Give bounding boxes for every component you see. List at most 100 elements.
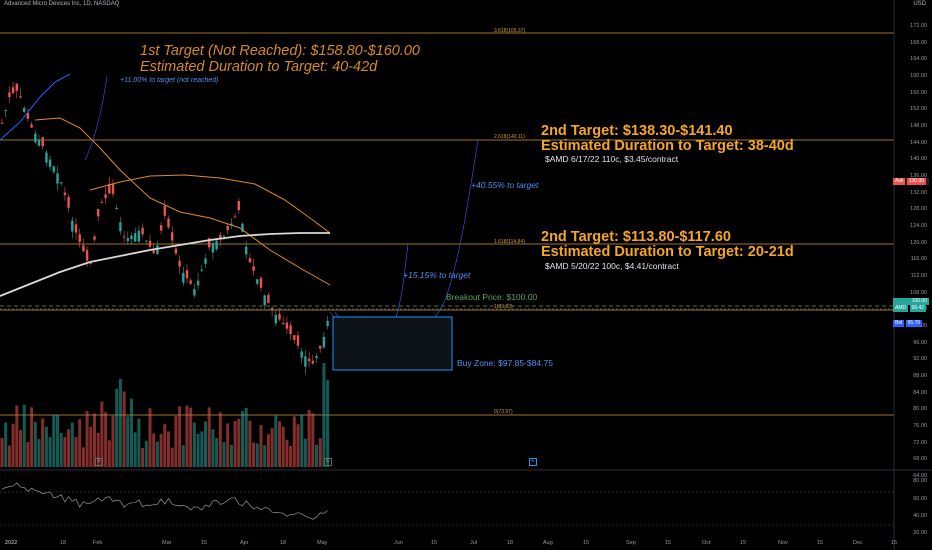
candle-body — [23, 108, 26, 112]
candle-body — [315, 356, 318, 358]
price-tick: 132.00 — [910, 189, 927, 196]
candle-body — [85, 250, 89, 261]
volume-bar — [244, 407, 248, 467]
volume-bar — [100, 401, 104, 467]
volume-bar — [281, 426, 285, 467]
candle-body — [56, 173, 59, 184]
candle-body — [63, 192, 67, 195]
volume-bar — [152, 433, 156, 467]
candle-body — [37, 140, 41, 146]
target1-duration: Estimated Duration to Target: 40-42d — [140, 59, 378, 75]
time-tick: Dec — [853, 540, 863, 546]
candle-body — [208, 238, 211, 248]
volume-bar — [33, 421, 37, 467]
candle-body — [285, 322, 289, 329]
volume-bar — [192, 422, 196, 467]
candle-body — [111, 183, 115, 194]
volume-bar — [215, 438, 219, 467]
price-tick: 144.00 — [910, 139, 927, 146]
candle-body — [200, 269, 203, 271]
candle-body — [82, 245, 85, 252]
target2a-duration: Estimated Duration to Target: 38-40d — [541, 138, 794, 154]
target2a-percent: +40.55% to target — [471, 180, 539, 190]
candle-body — [8, 92, 11, 98]
candle-body — [226, 225, 229, 231]
candle-body — [108, 184, 111, 194]
volume-bar — [300, 414, 304, 467]
volume-bar — [52, 414, 56, 467]
volume-bar — [204, 421, 207, 467]
volume-bar — [233, 421, 237, 467]
price-tick: 112.00 — [910, 272, 927, 279]
volume-bar — [141, 448, 145, 467]
moving-average-blue — [0, 73, 71, 141]
candle-body — [60, 182, 63, 184]
time-tick: 18 — [507, 540, 514, 546]
candle-body — [219, 234, 222, 239]
candle-body — [148, 240, 152, 247]
time-tick: 15 — [583, 540, 590, 546]
candle-body — [126, 238, 129, 242]
price-tick: 160.00 — [910, 72, 927, 79]
volume-bar — [11, 423, 15, 467]
moving-average-orange-slow — [89, 174, 331, 234]
earnings-marker-3[interactable]: E — [529, 458, 537, 466]
moving-average-white — [0, 232, 330, 297]
volume-bar — [226, 423, 230, 467]
candle-body — [293, 335, 296, 340]
volume-bar — [144, 440, 148, 467]
volume-bar — [155, 441, 159, 467]
price-tick: 136.00 — [910, 172, 927, 179]
candle-body — [300, 351, 303, 358]
candle-body — [222, 235, 226, 237]
candle-body — [256, 279, 259, 284]
time-tick: 15 — [431, 540, 438, 546]
target2b-percent: +15.15% to target — [403, 270, 471, 280]
candle-body — [267, 295, 270, 303]
time-tick: 15 — [817, 540, 824, 546]
price-tick: 68.00 — [913, 456, 927, 463]
candle-body — [204, 258, 207, 264]
amd-label: AMD — [893, 305, 909, 312]
fib-label-0: 0(73.97) — [494, 409, 513, 415]
time-tick: Jul — [470, 540, 478, 546]
earnings-marker-2[interactable]: E — [324, 458, 332, 466]
candle-body — [289, 325, 292, 335]
earnings-marker-1[interactable]: E — [95, 458, 103, 466]
projection-curve-target1 — [84, 75, 108, 161]
volume-bar — [270, 428, 274, 467]
time-tick: 15 — [740, 540, 747, 546]
price-tick: 156.00 — [910, 89, 927, 96]
price-tick: 152.00 — [910, 106, 927, 113]
volume-bar — [259, 425, 263, 467]
price-tick: 148.00 — [910, 122, 927, 129]
time-tick: Aug — [543, 540, 553, 546]
price-tick: 140.00 — [910, 156, 927, 163]
candle-body — [174, 248, 178, 254]
price-tick: 164.00 — [910, 56, 927, 63]
ask-label: Ask — [893, 178, 906, 185]
volume-bar — [296, 424, 300, 467]
candle-body — [104, 194, 107, 198]
price-tick: 76.00 — [913, 422, 927, 429]
volume-bar — [0, 438, 4, 467]
candle-body — [78, 234, 81, 242]
volume-bar — [167, 431, 170, 467]
price-tick: 120.00 — [910, 239, 927, 246]
candle-body — [34, 133, 37, 143]
candle-body — [145, 240, 148, 242]
candle-body — [152, 250, 155, 253]
candle-body — [252, 266, 255, 271]
volume-bar — [122, 391, 126, 467]
candle-body — [156, 245, 159, 255]
volume-bar — [44, 426, 48, 467]
candle-body — [4, 110, 7, 112]
time-tick: Jun — [394, 540, 403, 546]
price-tick: 124.00 — [910, 222, 927, 229]
rsi-line — [1, 482, 328, 520]
candle-body — [159, 225, 163, 231]
volume-bar — [85, 411, 89, 467]
candle-body — [282, 323, 285, 325]
candle-body — [0, 122, 4, 124]
